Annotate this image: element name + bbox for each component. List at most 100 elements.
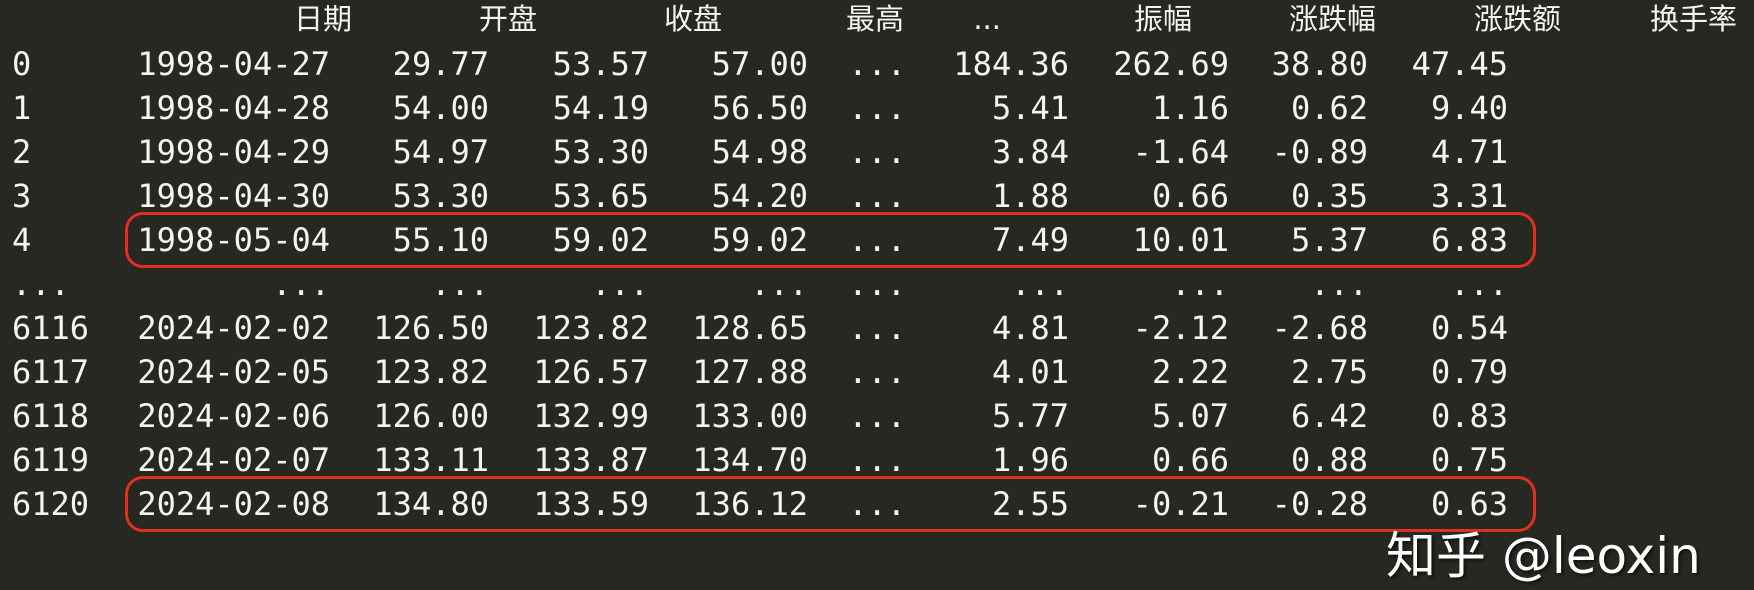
cell-close: 59.02 — [552, 221, 649, 259]
cell-change-amt: 6.42 — [1290, 397, 1368, 435]
cell-amplitude: 1.96 — [991, 441, 1069, 479]
table-header: 日期 开盘 收盘 最高... 振幅 涨跌幅 涨跌额 换手率 — [0, 0, 1754, 42]
cell-change-pct: ... — [1171, 265, 1229, 303]
cell-amplitude: ... — [1011, 265, 1069, 303]
cell-ellipsis: ... — [848, 397, 906, 435]
cell-index: 6117 — [12, 353, 90, 391]
cell-high: 54.98 — [711, 133, 808, 171]
column-header-date: 日期 — [293, 2, 352, 36]
cell-high: 57.00 — [711, 45, 808, 83]
cell-index: 6119 — [12, 441, 90, 479]
cell-high: 133.00 — [692, 397, 808, 435]
cell-change-pct: -1.64 — [1132, 133, 1229, 171]
cell-open: 126.50 — [373, 309, 489, 347]
cell-date: 1998-04-30 — [137, 177, 330, 215]
cell-turnover: ... — [1450, 265, 1508, 303]
table-row: 4 1998-05-04 55.10 59.02 59.02... 7.49 10.01 5.… — [0, 218, 1754, 262]
cell-change-pct: -0.21 — [1132, 485, 1229, 523]
cell-index: 3 — [12, 177, 32, 215]
cell-high: 59.02 — [711, 221, 808, 259]
cell-high: ... — [750, 265, 808, 303]
cell-date: 2024-02-07 — [137, 441, 330, 479]
cell-turnover: 0.54 — [1430, 309, 1508, 347]
cell-amplitude: 4.81 — [991, 309, 1069, 347]
cell-date: 2024-02-05 — [137, 353, 330, 391]
table-row: 1 1998-04-28 54.00 54.19 56.50... 5.41 1.16 0.6… — [0, 86, 1754, 130]
cell-date: 1998-04-27 — [137, 45, 330, 83]
cell-ellipsis: ... — [848, 309, 906, 347]
cell-index: 6116 — [12, 309, 90, 347]
cell-ellipsis: ... — [848, 133, 906, 171]
cell-ellipsis: ... — [848, 265, 906, 303]
cell-index: 1 — [12, 89, 32, 127]
cell-change-pct: 1.16 — [1151, 89, 1229, 127]
cell-open: 123.82 — [373, 353, 489, 391]
cell-amplitude: 3.84 — [991, 133, 1069, 171]
column-header-high: 最高 — [845, 2, 904, 36]
cell-close: 133.59 — [533, 485, 649, 523]
cell-open: 29.77 — [392, 45, 489, 83]
cell-high: 56.50 — [711, 89, 808, 127]
table-row: 6119 2024-02-07 133.11 133.87 134.70... 1.96 0… — [0, 438, 1754, 482]
cell-date: 2024-02-08 — [137, 485, 330, 523]
cell-turnover: 0.83 — [1430, 397, 1508, 435]
cell-change-amt: 0.62 — [1290, 89, 1368, 127]
highlight-box-row-4 — [125, 212, 1536, 268]
cell-ellipsis: ... — [848, 353, 906, 391]
cell-turnover: 47.45 — [1411, 45, 1508, 83]
cell-high: 128.65 — [692, 309, 808, 347]
cell-ellipsis: ... — [848, 89, 906, 127]
cell-open: 53.30 — [392, 177, 489, 215]
watermark: 知乎 @leoxin — [1386, 527, 1701, 585]
cell-amplitude: 7.49 — [991, 221, 1069, 259]
cell-close: 123.82 — [533, 309, 649, 347]
cell-change-pct: 0.66 — [1151, 441, 1229, 479]
cell-amplitude: 1.88 — [991, 177, 1069, 215]
cell-change-amt: 0.35 — [1290, 177, 1368, 215]
table-row: 6116 2024-02-02 126.50 123.82 128.65... 4.81 -… — [0, 306, 1754, 350]
cell-open: 55.10 — [392, 221, 489, 259]
cell-close: 133.87 — [533, 441, 649, 479]
cell-change-amt: -2.68 — [1271, 309, 1368, 347]
cell-turnover: 0.75 — [1430, 441, 1508, 479]
cell-date: 2024-02-06 — [137, 397, 330, 435]
cell-open: ... — [431, 265, 489, 303]
cell-change-amt: 2.75 — [1290, 353, 1368, 391]
cell-turnover: 6.83 — [1430, 221, 1508, 259]
cell-change-amt: 38.80 — [1271, 45, 1368, 83]
table-row: .............................. — [0, 262, 1754, 306]
cell-turnover: 0.63 — [1430, 485, 1508, 523]
cell-change-pct: 10.01 — [1132, 221, 1229, 259]
cell-index: ... — [12, 265, 70, 303]
cell-change-pct: 5.07 — [1151, 397, 1229, 435]
cell-change-amt: -0.89 — [1271, 133, 1368, 171]
cell-index: 4 — [12, 221, 32, 259]
column-header-open: 开盘 — [478, 2, 537, 36]
table-row: 6117 2024-02-05 123.82 126.57 127.88... 4.01 2… — [0, 350, 1754, 394]
cell-high: 136.12 — [692, 485, 808, 523]
table-row: 6118 2024-02-06 126.00 132.99 133.00... 5.77 5… — [0, 394, 1754, 438]
cell-high: 54.20 — [711, 177, 808, 215]
cell-change-pct: -2.12 — [1132, 309, 1229, 347]
cell-close: 53.65 — [552, 177, 649, 215]
cell-open: 54.00 — [392, 89, 489, 127]
cell-open: 133.11 — [373, 441, 489, 479]
cell-ellipsis: ... — [848, 221, 906, 259]
cell-index: 6120 — [12, 485, 90, 523]
cell-amplitude: 2.55 — [991, 485, 1069, 523]
cell-close: 132.99 — [533, 397, 649, 435]
column-header-change-pct: 涨跌幅 — [1288, 2, 1376, 36]
cell-date: 1998-04-28 — [137, 89, 330, 127]
cell-close: 126.57 — [533, 353, 649, 391]
cell-date: 2024-02-02 — [137, 309, 330, 347]
cell-change-pct: 0.66 — [1151, 177, 1229, 215]
column-header-change-amt: 涨跌额 — [1473, 2, 1561, 36]
cell-open: 126.00 — [373, 397, 489, 435]
column-header-turnover: 换手率 — [1649, 2, 1737, 36]
cell-change-pct: 2.22 — [1151, 353, 1229, 391]
column-header-amplitude: 振幅 — [1133, 2, 1192, 36]
cell-ellipsis: ... — [848, 45, 906, 83]
cell-index: 0 — [12, 45, 32, 83]
cell-change-amt: 0.88 — [1290, 441, 1368, 479]
cell-high: 127.88 — [692, 353, 808, 391]
